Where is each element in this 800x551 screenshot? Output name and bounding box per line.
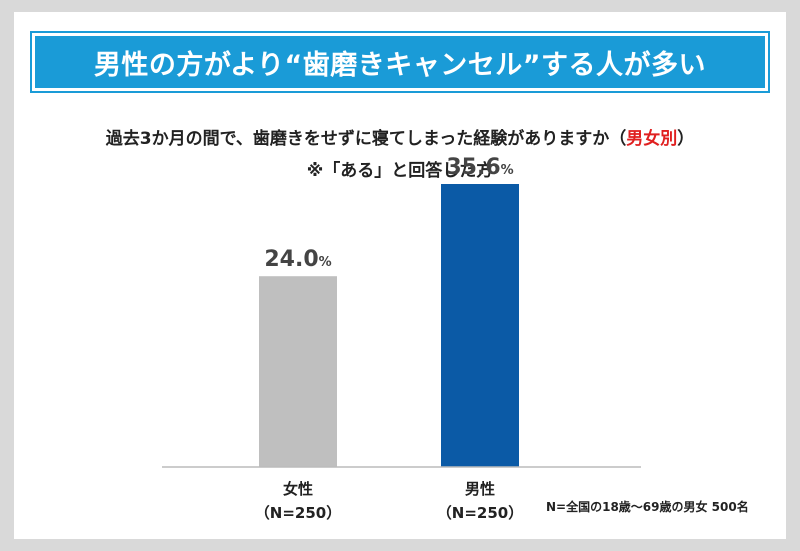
sample-label-1: （N=250） — [437, 504, 523, 522]
sample-footnote: N=全国の18歳～69歳の男女 500名 — [546, 500, 749, 514]
question-highlight: 男女別 — [626, 129, 678, 149]
category-label-0: 女性 — [283, 480, 313, 498]
card: 男性の方がより“歯磨きキャンセル”する人が多い 過去3か月の間で、歯磨きをせずに… — [14, 12, 786, 539]
question-subtitle: ※「ある」と回答した方 — [306, 161, 494, 181]
survey-question: 過去3か月の間で、歯磨きをせずに寝てしまった経験がありますか（男女別） — [14, 124, 786, 149]
bar-1 — [441, 184, 519, 467]
sample-label-0: （N=250） — [255, 504, 341, 522]
question-text: 過去3か月の間で、歯磨きをせずに寝てしまった経験がありますか（ — [105, 129, 627, 149]
bar-chart: 24.0% 女性 （N=250） 35.6% 男性 （N=250） — [162, 155, 641, 522]
bar-0 — [259, 276, 337, 467]
question-close: ） — [677, 129, 695, 149]
category-label-1: 男性 — [465, 480, 495, 498]
data-label-1: 35.6% — [446, 155, 513, 180]
data-label-0: 24.0% — [264, 247, 331, 272]
headline-text: 男性の方がより“歯磨きキャンセル”する人が多い — [93, 49, 707, 81]
headline-banner: 男性の方がより“歯磨きキャンセル”する人が多い — [30, 31, 770, 93]
